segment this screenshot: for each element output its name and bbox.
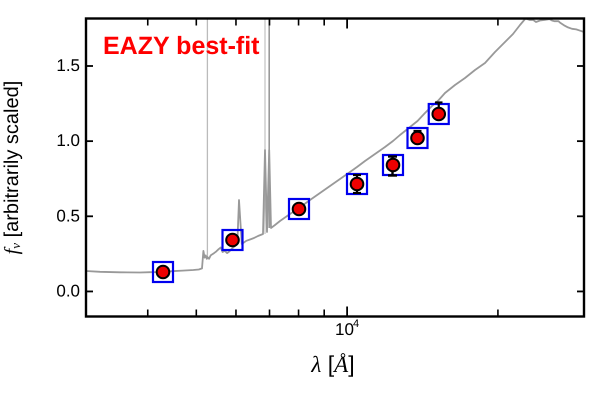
svg-text:1.5: 1.5 bbox=[56, 56, 80, 75]
svg-text:10: 10 bbox=[335, 320, 354, 339]
svg-text:λ [Å]: λ [Å] bbox=[310, 351, 354, 377]
svg-text:0.0: 0.0 bbox=[56, 282, 80, 301]
svg-text:EAZY best-fit: EAZY best-fit bbox=[103, 32, 260, 60]
svg-text:0.5: 0.5 bbox=[56, 206, 80, 225]
svg-text:1.0: 1.0 bbox=[56, 131, 80, 150]
svg-text:4: 4 bbox=[353, 318, 359, 330]
svg-text:fν [arbitrarily scaled]: fν [arbitrarily scaled] bbox=[1, 81, 23, 255]
